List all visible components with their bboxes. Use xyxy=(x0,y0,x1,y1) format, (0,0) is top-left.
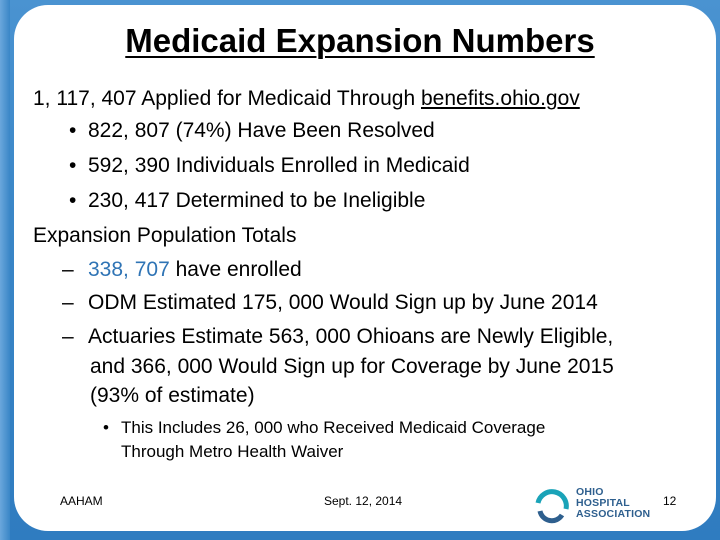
odm-estimate-item: ODM Estimated 175, 000 Would Sign up by … xyxy=(88,291,598,314)
page-number: 12 xyxy=(663,494,677,508)
left-stripe xyxy=(0,0,10,540)
enrolled-suffix: have enrolled xyxy=(169,258,302,281)
applied-line: 1, 117, 407 Applied for Medicaid Through… xyxy=(33,87,580,111)
metro-line-1: This Includes 26, 000 who Received Medic… xyxy=(121,418,546,437)
metro-line-2: Through Metro Health Waiver xyxy=(121,442,344,461)
benefits-link[interactable]: benefits.ohio.gov xyxy=(421,87,580,110)
ineligible-item: 230, 417 Determined to be Ineligible xyxy=(88,189,426,212)
enrolled-item: 592, 390 Individuals Enrolled in Medicai… xyxy=(88,154,470,177)
bullet-dot: • xyxy=(103,418,109,437)
dash-marker: – xyxy=(62,258,74,281)
actuaries-line-2: and 366, 000 Would Sign up for Coverage … xyxy=(90,355,614,378)
have-enrolled-item: 338, 707 have enrolled xyxy=(88,258,302,282)
bullet-dot: • xyxy=(69,154,77,177)
logo-blue-arc xyxy=(537,510,565,524)
population-heading: Expansion Population Totals xyxy=(33,224,297,247)
logo-line-2: HOSPITAL xyxy=(576,497,630,509)
footer-left: AAHAM xyxy=(60,494,103,508)
content-panel xyxy=(14,5,716,531)
logo-teal-arc xyxy=(535,489,569,510)
logo-wordmark: OHIO HOSPITAL ASSOCIATION xyxy=(576,487,650,520)
applied-text: 1, 117, 407 Applied for Medicaid Through xyxy=(33,87,421,110)
logo-line-3: ASSOCIATION xyxy=(576,508,651,520)
dash-marker: – xyxy=(62,291,74,314)
actuaries-line-3: (93% of estimate) xyxy=(90,384,255,407)
logo-line-1: OHIO xyxy=(576,486,604,498)
footer-date: Sept. 12, 2014 xyxy=(324,494,403,508)
dash-marker: – xyxy=(62,325,74,348)
slide-title: Medicaid Expansion Numbers xyxy=(125,22,595,59)
actuaries-line-1: Actuaries Estimate 563, 000 Ohioans are … xyxy=(88,325,614,348)
resolved-item: 822, 807 (74%) Have Been Resolved xyxy=(88,119,435,142)
bullet-dot: • xyxy=(69,189,77,212)
bullet-dot: • xyxy=(69,119,77,142)
ohio-hospital-association-logo xyxy=(535,489,569,524)
enrolled-count: 338, 707 xyxy=(88,258,170,281)
